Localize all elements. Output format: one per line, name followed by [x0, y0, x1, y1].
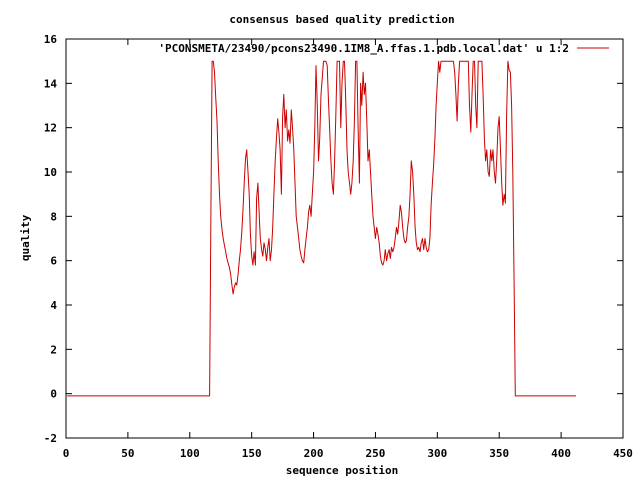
x-axis-label: sequence position — [286, 464, 399, 477]
x-tick-label-9: 450 — [613, 447, 633, 460]
y-tick-label-0: -2 — [44, 432, 57, 445]
y-tick-label-7: 12 — [44, 122, 57, 135]
y-axis-label: quality — [19, 214, 32, 261]
y-tick-label-4: 6 — [50, 255, 57, 268]
y-tick-label-1: 0 — [50, 388, 57, 401]
y-tick-label-2: 2 — [50, 343, 57, 356]
x-tick-label-7: 350 — [489, 447, 509, 460]
x-tick-label-3: 150 — [242, 447, 262, 460]
y-tick-label-9: 16 — [44, 33, 58, 46]
x-tick-label-2: 100 — [180, 447, 200, 460]
y-tick-label-5: 8 — [50, 210, 57, 223]
y-tick-label-3: 4 — [50, 299, 57, 312]
x-tick-label-4: 200 — [304, 447, 324, 460]
x-tick-label-5: 250 — [366, 447, 386, 460]
legend-label: 'PCONSMETA/23490/pcons23490.1IM8_A.ffas.… — [158, 42, 569, 55]
series-line-0 — [67, 60, 576, 397]
y-tick-label-8: 14 — [44, 77, 58, 90]
x-tick-label-0: 0 — [63, 447, 70, 460]
chart-title: consensus based quality prediction — [229, 13, 454, 26]
x-tick-label-8: 400 — [551, 447, 571, 460]
y-tick-label-6: 10 — [44, 166, 57, 179]
series-layer — [67, 60, 576, 397]
x-tick-label-1: 50 — [121, 447, 134, 460]
axis-ticks: 0 50 100 150 200 250 300 350 400 450 -2 0 2 4 6 8 10 12 14… — [44, 33, 633, 460]
plot-frame — [65, 38, 624, 439]
x-tick-label-6: 300 — [427, 447, 447, 460]
legend: 'PCONSMETA/23490/pcons23490.1IM8_A.ffas.… — [158, 42, 609, 55]
